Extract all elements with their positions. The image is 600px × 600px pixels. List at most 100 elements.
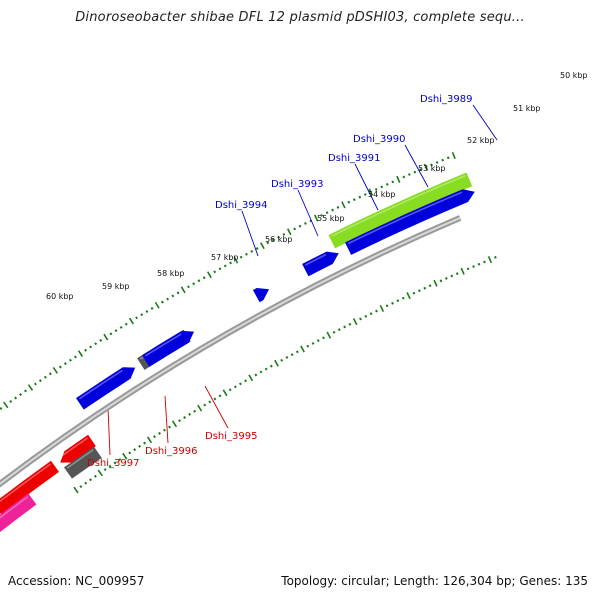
inner-major-tick [326,331,332,339]
inner-minor-tick [163,428,166,432]
inner-minor-tick [158,431,161,435]
kbp-label-52: 52 kbp [467,136,495,145]
kbp-label-53: 53 kbp [418,164,446,173]
outer-minor-tick [150,306,154,310]
label-leader-lines [107,104,498,456]
outer-minor-tick [63,362,67,366]
inner-major-tick [73,486,79,494]
inner-minor-tick [359,317,362,321]
inner-minor-tick [193,409,197,413]
outer-minor-tick [380,185,384,189]
inner-minor-tick [455,272,459,276]
inner-minor-tick [285,356,289,359]
inner-minor-tick [118,458,122,462]
gene-dshi-3989-arrow-highlight [347,191,463,245]
outer-minor-tick [309,219,313,223]
inner-tick-ring [73,255,497,494]
kbp-scale-labels: 50 kbp 51 kbp 52 kbp 53 kbp 54 kbp 55 kb… [46,71,588,301]
inner-minor-tick [208,400,212,404]
leader-dshi-3994 [241,210,259,257]
outer-minor-tick [266,241,270,245]
gene-label-dshi-3993: Dshi_3993 [271,179,323,190]
outer-minor-tick [352,198,356,202]
outer-minor-tick [202,276,206,280]
outer-major-tick [451,151,456,160]
inner-major-tick [171,420,178,428]
inner-minor-tick [295,350,299,354]
inner-minor-tick [213,397,217,401]
outer-major-tick [423,163,429,171]
gene-label-dshi-3996: Dshi_3996 [145,446,197,457]
gene-dshi-3994-arrow-highlight [78,369,123,400]
inner-minor-tick [89,478,92,482]
outer-minor-tick [419,168,422,172]
inner-minor-tick [396,299,400,303]
gray-gene-inner-highlight [66,449,94,469]
inner-minor-tick [138,444,142,448]
gene-dshi-3996-arrow-highlight [0,463,51,503]
outer-major-tick [52,367,58,374]
inner-major-tick [248,374,254,382]
inner-minor-tick [218,394,222,398]
inner-major-tick [406,292,411,300]
outer-minor-tick [441,158,444,162]
outer-major-tick [154,301,160,309]
leader-dshi-3990 [404,144,429,188]
outer-minor-tick [402,175,406,179]
inner-major-tick [379,304,385,312]
inner-minor-tick [337,328,341,332]
inner-minor-tick [93,474,97,478]
outer-minor-tick [446,156,450,160]
kbp-label-57: 57 kbp [211,253,239,262]
inner-minor-tick [254,373,258,377]
genome-summary-text: Topology: circular; Length: 126,304 bp; … [281,574,588,588]
inner-minor-tick [178,419,181,423]
outer-minor-tick [94,342,98,346]
inner-major-tick [222,389,228,397]
outer-major-tick [368,188,373,196]
inner-minor-tick [445,277,448,280]
gray-gene-inner [63,446,102,479]
outer-minor-tick [171,294,175,298]
gene-dshi-3993-arrow [141,330,195,367]
gene-dshi-3991-arrow [252,288,270,303]
outer-minor-tick [99,338,103,342]
outer-minor-tick [24,389,27,393]
outer-minor-tick [347,200,351,204]
outer-minor-tick [48,372,52,376]
pink-feature-block [0,493,37,533]
kbp-label-51: 51 kbp [513,104,541,113]
leader-dshi-3989 [472,104,498,141]
outer-minor-tick [391,180,395,184]
outer-major-tick [286,228,292,236]
kbp-label-58: 58 kbp [157,269,185,278]
inner-minor-tick [269,364,273,368]
outer-minor-tick [293,227,297,231]
outer-minor-tick [0,407,3,411]
inner-minor-tick [113,461,117,465]
map-title: Dinoroseobacter shibae DFL 12 plasmid pD… [75,10,525,25]
inner-major-tick [352,318,358,326]
outer-major-tick [396,175,401,183]
inner-minor-tick [316,339,320,343]
inner-minor-tick [183,416,186,419]
outer-minor-tick [385,182,389,186]
outer-minor-tick [430,163,433,167]
inner-minor-tick [391,301,394,305]
gene-label-dshi-3989: Dshi_3989 [420,94,472,105]
inner-minor-tick [84,481,88,485]
inner-major-tick [300,345,305,353]
kbp-label-59: 59 kbp [102,282,130,291]
inner-major-tick [433,279,438,287]
outer-minor-tick [187,285,190,289]
outer-major-tick [128,317,134,325]
gene-label-dshi-3991: Dshi_3991 [328,153,380,164]
inner-minor-tick [168,425,171,429]
inner-minor-tick [477,262,481,266]
inner-minor-tick [332,330,336,334]
outer-minor-tick [245,252,248,256]
outer-major-tick [260,242,265,250]
inner-minor-tick [108,464,112,468]
outer-major-tick [103,333,109,341]
gene-labels: Dshi_3989 Dshi_3990 Dshi_3991 Dshi_3993 … [87,94,472,469]
